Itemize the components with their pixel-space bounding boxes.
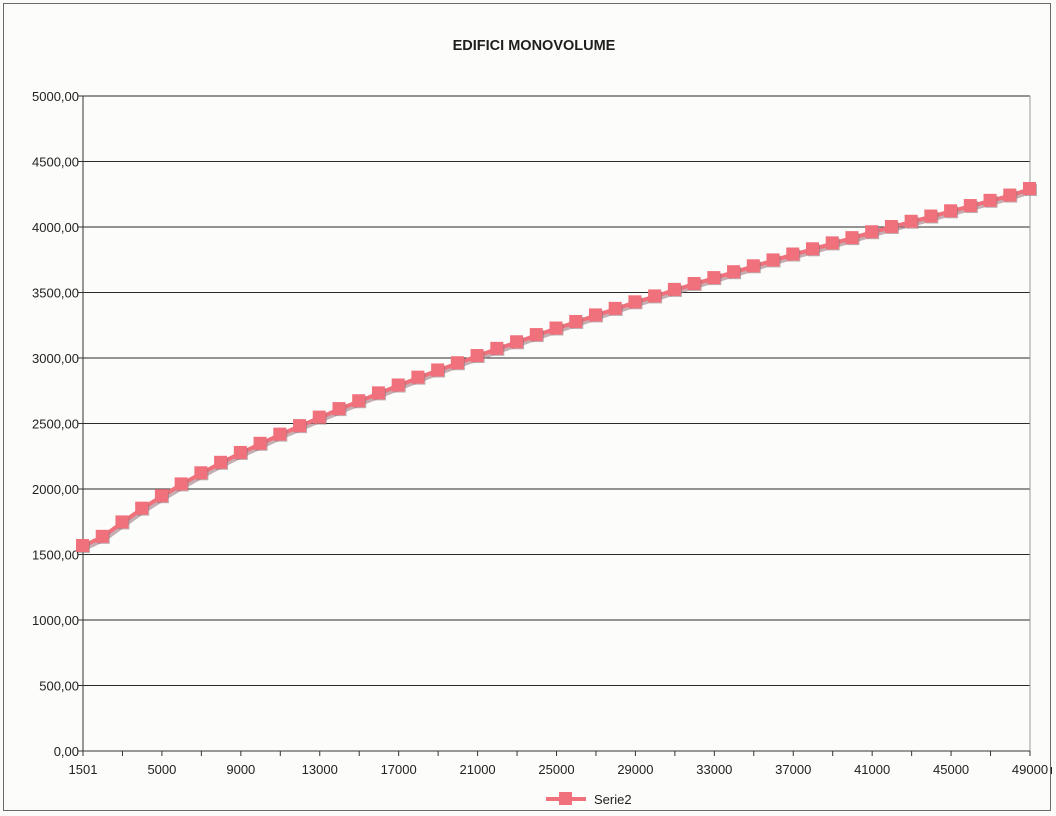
y-tick-label: 2000,00 [32, 482, 79, 497]
data-point [786, 247, 800, 261]
x-tick-label: 29000 [617, 762, 653, 777]
y-tick-label: 3000,00 [32, 351, 79, 366]
x-tick-labels: 1501 5000 9000 13000 17000 21000 25000 29000 330… [69, 762, 1049, 777]
x-tick-label: 33000 [696, 762, 732, 777]
data-point [510, 335, 524, 349]
x-tick-label: 49000 [1012, 762, 1048, 777]
data-point [746, 259, 760, 273]
data-point [904, 214, 918, 228]
line-chart: EDIFICI MONOVOLUME 0,00 500,00 1000,00 1500… [32, 38, 1052, 807]
data-point [312, 410, 326, 424]
y-tick-label: 2500,00 [32, 417, 79, 432]
data-point [707, 271, 721, 285]
data-point [332, 402, 346, 416]
grid-lines [83, 95, 1030, 686]
data-point [727, 265, 741, 279]
data-point [431, 363, 445, 377]
data-point [273, 427, 287, 441]
x-tick-label: 13000 [302, 762, 338, 777]
data-point [549, 321, 563, 335]
data-point [766, 253, 780, 267]
y-tick-label: 500,00 [39, 679, 79, 694]
x-tick-label: 45000 [933, 762, 969, 777]
data-point [588, 308, 602, 322]
data-point [371, 386, 385, 400]
data-point [805, 242, 819, 256]
data-point [529, 328, 543, 342]
data-point [115, 515, 129, 529]
x-tick-label: 17000 [381, 762, 417, 777]
y-tick-label: 0,00 [54, 744, 79, 759]
y-tick-labels: 0,00 500,00 1000,00 1500,00 2000,00 2500,00 30… [32, 89, 79, 759]
data-point [214, 455, 228, 469]
legend-marker [559, 792, 572, 805]
chart-frame: EDIFICI MONOVOLUME 0,00 500,00 1000,00 1500… [3, 3, 1052, 811]
data-point [865, 225, 879, 239]
data-point [391, 378, 405, 392]
data-point [95, 529, 109, 543]
data-point [293, 419, 307, 433]
data-point [174, 477, 188, 491]
data-point [411, 370, 425, 384]
data-point [667, 282, 681, 296]
y-tick-label: 1500,00 [32, 548, 79, 563]
data-point [845, 231, 859, 245]
data-point [352, 394, 366, 408]
y-tick-label: 4500,00 [32, 155, 79, 170]
data-point [884, 220, 898, 233]
series-line [82, 187, 1031, 548]
x-tick-label: 5000 [147, 762, 176, 777]
chart-title: EDIFICI MONOVOLUME [453, 38, 616, 54]
data-point [687, 276, 701, 290]
data-point [470, 349, 484, 363]
y-tick-label: 1000,00 [32, 613, 79, 628]
legend-label: Serie2 [594, 792, 632, 807]
data-point [233, 445, 247, 459]
data-point [194, 466, 208, 480]
data-point [154, 489, 168, 503]
axes [78, 95, 1031, 756]
y-tick-label: 3500,00 [32, 286, 79, 301]
x-tick-label: 41000 [854, 762, 890, 777]
x-tick-label: 1501 [69, 762, 98, 777]
x-tick-label: 37000 [775, 762, 811, 777]
x-tick-label: 21000 [460, 762, 496, 777]
data-point [825, 236, 839, 250]
data-point [944, 204, 958, 218]
y-tick-label: 4000,00 [32, 220, 79, 235]
data-point [983, 193, 997, 207]
y-tick-label: 5000,00 [32, 89, 79, 104]
data-point [628, 295, 642, 309]
legend: Serie2 [546, 792, 632, 807]
data-point [76, 538, 89, 552]
data-point [135, 501, 149, 515]
data-point [1023, 182, 1036, 196]
data-point [924, 209, 938, 223]
data-point [490, 341, 504, 355]
data-point [253, 436, 267, 450]
x-tick-label: 9000 [226, 762, 255, 777]
series-line-shadow [83, 188, 1033, 551]
data-point [569, 314, 583, 328]
x-axis-unit-label: m [1050, 762, 1052, 777]
data-point [608, 301, 622, 315]
data-point [450, 356, 464, 370]
data-point [648, 289, 662, 303]
data-point [963, 199, 977, 213]
series-serie2 [76, 182, 1037, 553]
x-tick-label: 25000 [538, 762, 574, 777]
data-point [1003, 188, 1017, 202]
